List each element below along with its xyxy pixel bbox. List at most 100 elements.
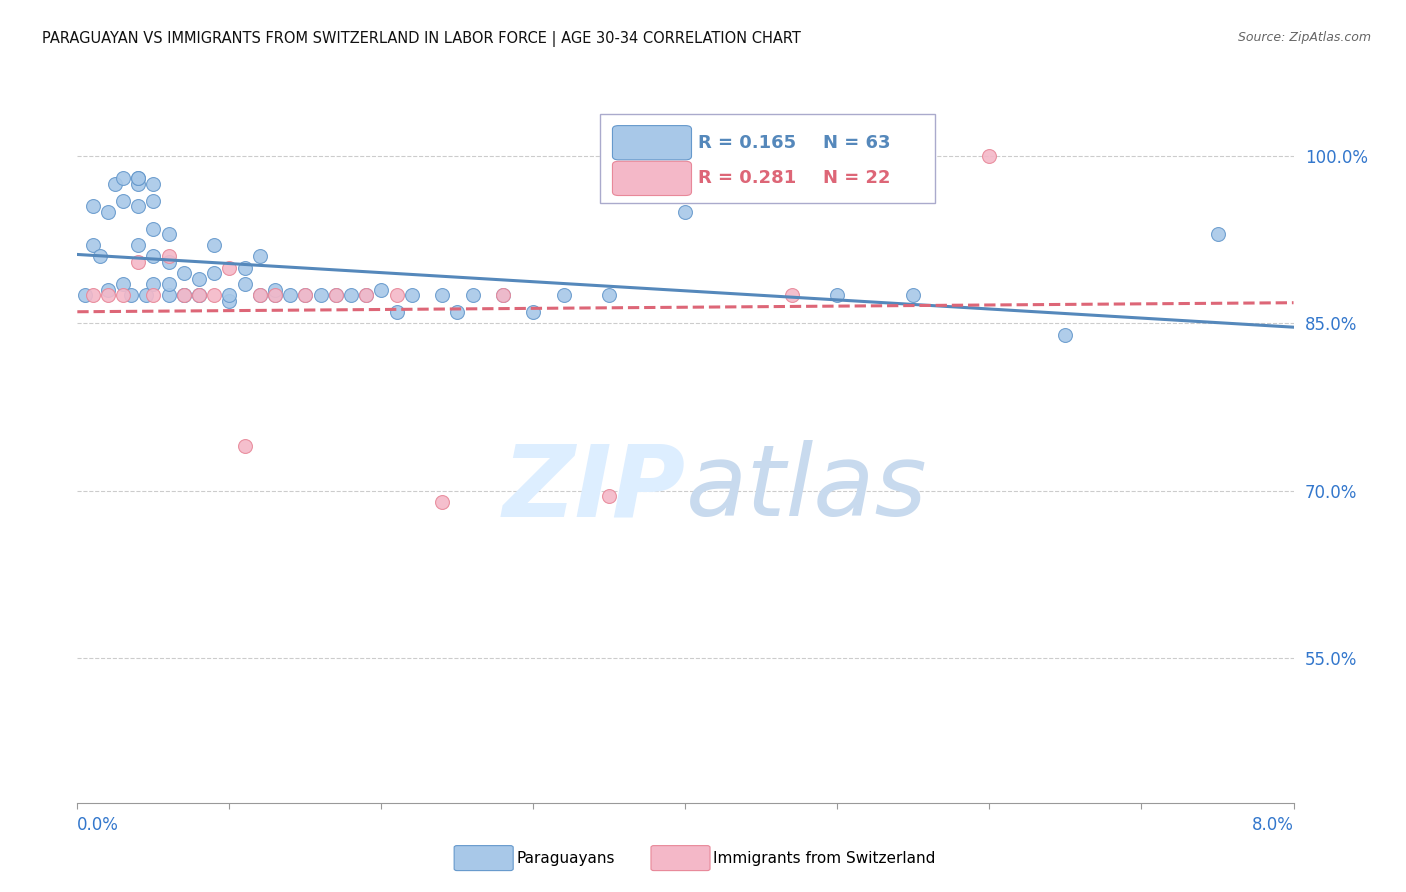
Point [111,194,134,208]
Point [142,177,165,191]
Text: Paraguayans: Paraguayans [516,851,614,865]
Text: N = 63: N = 63 [823,134,890,152]
Text: 8.0%: 8.0% [1251,816,1294,834]
Point [218,260,240,275]
Point [142,288,165,302]
Point [82,288,104,302]
Point [157,288,180,302]
Point [294,288,316,302]
Point [157,227,180,242]
Point [827,288,849,302]
Point [188,288,211,302]
Point [173,288,195,302]
Point [675,205,697,219]
Point [127,238,149,252]
Point [127,199,149,213]
Point [111,171,134,186]
FancyBboxPatch shape [600,114,935,203]
Point [294,288,316,302]
Point [278,288,301,302]
Point [492,288,515,302]
Point [97,205,120,219]
Text: Source: ZipAtlas.com: Source: ZipAtlas.com [1237,31,1371,45]
Point [202,288,225,302]
Text: 0.0%: 0.0% [77,816,120,834]
Point [264,283,287,297]
Point [127,177,149,191]
Point [233,260,256,275]
Point [157,255,180,269]
Point [218,294,240,309]
Point [157,277,180,292]
Point [188,288,211,302]
Point [142,277,165,292]
Point [97,283,120,297]
Point [1206,227,1229,242]
Point [492,288,515,302]
Point [385,288,408,302]
Point [218,288,240,302]
FancyBboxPatch shape [613,126,692,160]
Point [188,288,211,302]
Point [142,250,165,264]
Point [780,288,803,302]
Point [553,288,575,302]
Point [127,171,149,186]
Point [173,288,195,302]
Point [104,177,127,191]
Point [202,238,225,252]
Point [325,288,347,302]
Point [432,288,454,302]
Point [173,288,195,302]
Point [264,288,287,302]
Point [325,288,347,302]
Point [432,495,454,509]
Point [446,305,468,319]
Point [461,288,484,302]
Point [354,288,377,302]
Point [82,238,104,252]
Point [233,439,256,453]
Point [598,288,620,302]
Point [340,288,363,302]
Text: atlas: atlas [686,441,927,537]
Point [249,288,271,302]
Point [127,171,149,186]
Point [111,288,134,302]
Point [111,277,134,292]
Point [202,266,225,280]
Point [89,250,111,264]
Point [903,288,925,302]
Point [309,288,332,302]
Point [264,288,287,302]
Point [522,305,544,319]
Point [82,199,104,213]
Point [120,288,142,302]
Point [135,288,157,302]
Text: N = 22: N = 22 [823,169,890,187]
Point [249,250,271,264]
FancyBboxPatch shape [613,161,692,195]
Point [598,489,620,503]
Point [73,288,96,302]
Point [979,149,1001,163]
Point [157,250,180,264]
Point [188,272,211,286]
Text: R = 0.165: R = 0.165 [697,134,796,152]
Point [142,194,165,208]
Point [401,288,423,302]
Text: PARAGUAYAN VS IMMIGRANTS FROM SWITZERLAND IN LABOR FORCE | AGE 30-34 CORRELATION: PARAGUAYAN VS IMMIGRANTS FROM SWITZERLAN… [42,31,801,47]
Point [173,266,195,280]
Point [370,283,392,297]
Text: ZIP: ZIP [502,441,686,537]
Point [233,277,256,292]
Point [249,288,271,302]
Point [385,305,408,319]
Point [1054,327,1077,342]
Point [354,288,377,302]
Point [142,221,165,235]
Point [97,288,120,302]
Text: R = 0.281: R = 0.281 [697,169,796,187]
Point [127,255,149,269]
Text: Immigrants from Switzerland: Immigrants from Switzerland [713,851,935,865]
